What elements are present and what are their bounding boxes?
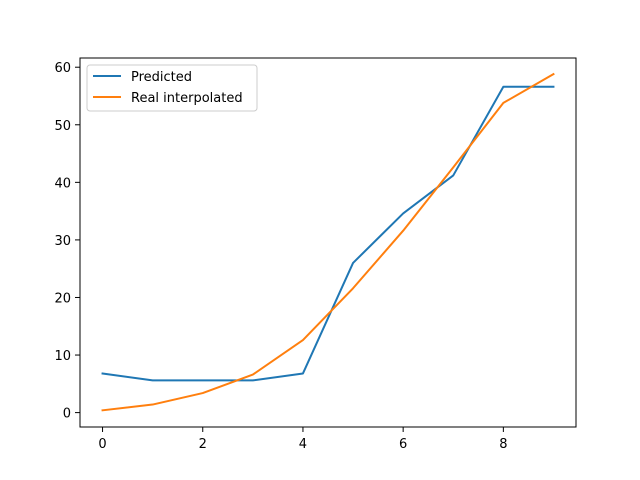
y-tick-label: 60 — [54, 61, 71, 76]
x-axis-ticks: 0 2 4 6 8 — [98, 427, 507, 452]
y-tick-label: 10 — [54, 349, 71, 364]
legend-box — [86, 64, 258, 112]
y-tick-label: 30 — [54, 234, 71, 249]
x-tick-label: 6 — [399, 437, 407, 452]
legend-label-real-interpolated: Real interpolated — [131, 91, 243, 106]
y-tick-label: 50 — [54, 119, 71, 134]
y-axis-ticks: 0 10 20 30 40 50 60 — [54, 61, 80, 422]
plot-area — [80, 58, 576, 427]
series-line-predicted — [101, 85, 555, 382]
x-tick-label: 2 — [199, 437, 207, 452]
axes-frame — [79, 57, 577, 428]
series-layer — [101, 72, 555, 412]
y-tick-label: 0 — [63, 407, 71, 422]
x-tick-label: 0 — [98, 437, 106, 452]
legend-label-predicted: Predicted — [131, 70, 192, 85]
y-tick-label: 40 — [54, 176, 71, 191]
x-tick-label: 4 — [299, 437, 307, 452]
x-tick-label: 8 — [499, 437, 507, 452]
legend: Predicted Real interpolated — [86, 64, 258, 112]
series-line-real-interpolated — [101, 72, 555, 412]
y-tick-label: 20 — [54, 291, 71, 306]
